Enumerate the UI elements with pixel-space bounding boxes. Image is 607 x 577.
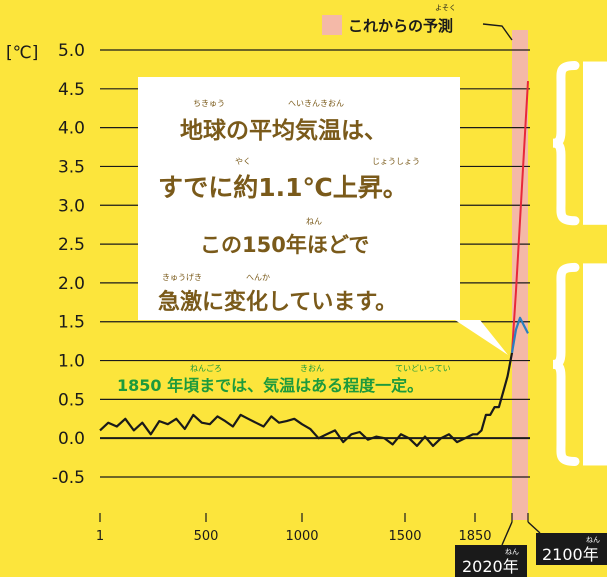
note-text: 1850 年頃までは、気温はある程度一定。 — [117, 376, 423, 395]
callout-bubble: ちきゅう へいきんきおん 地球の平均気温は、 やく じょうしょう すでに約1.1… — [138, 77, 508, 355]
y-tick-label: 2.5 — [58, 235, 85, 255]
series-projection_low-line — [510, 316, 529, 353]
badge-2020-ruby: ねん — [505, 548, 519, 556]
y-axis-ticks: 5.0 4.5 4.0 3.5 3.0 2.5 2.0 1.5 1.0 0.5 0.0 -0.5 — [52, 41, 85, 488]
y-tick-label: 4.0 — [58, 119, 85, 139]
callout-ruby-5: ねん — [306, 217, 322, 226]
brace-shape — [552, 61, 580, 226]
x-tick-label: 1850 — [458, 529, 491, 544]
callout-ruby-4: じょうしょう — [372, 157, 420, 166]
badge-2020: ねん 2020年 — [455, 521, 527, 577]
note-ruby-1: ねんごろ — [190, 363, 222, 373]
series-lines — [99, 81, 529, 447]
y-tick-label: 4.5 — [58, 80, 85, 100]
forecast-legend-label: これからの予測 — [348, 17, 453, 35]
x-tick-label: 1000 — [285, 529, 318, 544]
callout-ruby-7: へんか — [246, 273, 270, 282]
callout-line-4: 急激に変化しています。 — [158, 289, 397, 315]
series-projection_high-line — [511, 81, 529, 353]
callout-ruby-2: へいきんきおん — [288, 99, 344, 108]
forecast-legend-pointer — [482, 23, 513, 41]
series-history-line — [99, 352, 514, 447]
y-tick-label: 2.0 — [58, 274, 85, 294]
badge-2100-box — [536, 533, 607, 565]
badge-2020-label: 2020年 — [462, 557, 519, 576]
badge-2020-pointer — [501, 521, 513, 546]
y-tick-label: 3.0 — [58, 196, 85, 216]
callout-ruby-6: きゅうげき — [162, 273, 202, 282]
y-tick-label: 0.5 — [58, 390, 85, 410]
badge-2020-box — [455, 545, 527, 577]
forecast-legend-ruby: よそく — [435, 4, 456, 12]
history-note: ねんごろ きおん ていどいってい 1850 年頃までは、気温はある程度一定。 — [117, 363, 451, 395]
badge-2100: ねん 2100年 — [527, 521, 607, 565]
side-panel — [583, 61, 607, 225]
y-tick-label: 1.0 — [58, 352, 85, 372]
badge-2100-pointer — [527, 521, 541, 534]
x-tick-label: 500 — [194, 529, 219, 544]
y-tick-label: 5.0 — [58, 41, 85, 61]
callout-ruby-1: ちきゅう — [193, 99, 225, 108]
badge-2100-label: 2100年 — [542, 545, 599, 564]
forecast-band — [512, 30, 528, 520]
callout-line-3: この150年ほどで — [200, 233, 369, 257]
right-braces — [552, 61, 607, 466]
callout-line-2: すでに約1.1℃上昇。 — [158, 173, 408, 202]
forecast-legend-swatch — [322, 15, 342, 35]
x-tick-label: 1500 — [388, 529, 421, 544]
note-ruby-3: ていどいってい — [395, 364, 451, 373]
callout-shape — [138, 77, 508, 355]
brace-shape — [552, 262, 580, 466]
note-ruby-2: きおん — [300, 364, 324, 373]
x-tick-label: 1 — [96, 529, 104, 544]
x-axis-ticks: 1 500 1000 1500 1850 — [96, 513, 529, 544]
side-panel — [583, 263, 607, 466]
y-tick-label: -0.5 — [52, 468, 85, 488]
callout-line-1: 地球の平均気温は、 — [180, 117, 387, 144]
y-tick-label: 1.5 — [58, 313, 85, 333]
y-tick-label: 0.0 — [58, 429, 85, 449]
callout-ruby-3: やく — [235, 157, 251, 166]
y-unit-label: [℃] — [6, 43, 38, 63]
y-tick-label: 3.5 — [58, 157, 85, 177]
forecast-legend: よそく これからの予測 — [322, 4, 513, 41]
badge-2100-ruby: ねん — [586, 536, 600, 544]
